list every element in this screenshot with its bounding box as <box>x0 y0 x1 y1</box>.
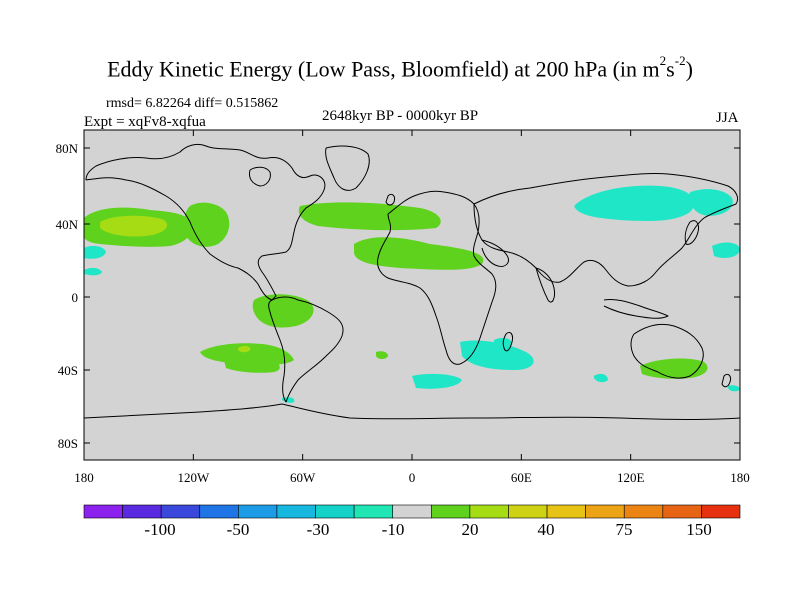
colorbar-segment <box>83 504 123 519</box>
antarctica <box>84 403 740 420</box>
colorbar-segment <box>701 504 741 519</box>
colorbar-label: 20 <box>462 520 479 539</box>
colorbar-segment <box>276 504 316 519</box>
colorbar-segment <box>238 504 278 519</box>
longitude-ticks: 180 120W 60W 0 60E 120E 180 <box>74 130 750 485</box>
latitude-ticks: 80N 40N 0 40S 80S <box>56 141 740 451</box>
colorbar-segment <box>430 504 471 519</box>
colorbar-segment <box>623 504 664 519</box>
colorbar-segment <box>122 504 162 519</box>
arabia <box>481 239 509 267</box>
colorbar-segment <box>662 504 702 519</box>
new-zealand <box>721 373 731 388</box>
strong-positive-regions <box>100 215 251 353</box>
colorbar-segment <box>469 504 509 519</box>
map-background <box>84 130 740 460</box>
stats-text: rmsd= 6.82264 diff= 0.515862 <box>106 96 279 111</box>
lon-label: 60E <box>511 470 532 485</box>
colorbar-label: 40 <box>538 520 555 539</box>
coastlines <box>84 143 740 420</box>
colorbar-labels: -100 -50 -30 -10 20 40 75 150 <box>144 520 711 539</box>
madagascar <box>502 331 513 352</box>
lon-label: 180 <box>730 470 750 485</box>
lon-label: 60W <box>290 470 316 485</box>
pos-subtropical-atlantic <box>354 237 484 270</box>
japan <box>684 220 699 245</box>
colorbar-segment <box>160 504 201 519</box>
australia <box>630 323 704 379</box>
india <box>535 267 555 303</box>
colorbar-label: -10 <box>382 520 405 539</box>
colorbar-segment <box>508 504 548 519</box>
negative-anomaly-regions <box>84 185 740 403</box>
pos-north-america <box>183 202 230 247</box>
colorbar <box>83 504 741 519</box>
colorbar-segment <box>353 504 394 519</box>
period-label: 2648kyr BP - 0000kyr BP <box>322 108 479 124</box>
neg-north-pacific-west <box>574 185 695 222</box>
anomaly-shading <box>84 143 740 420</box>
neg-south-small <box>594 373 608 383</box>
experiment-label: Expt = xqFv8-xqfua <box>84 114 206 130</box>
greenland <box>325 145 370 191</box>
lat-label: 40N <box>56 217 79 232</box>
south-america-coast <box>268 296 344 403</box>
lat-label: 80N <box>56 141 79 156</box>
lon-label: 120E <box>617 470 645 485</box>
plot-title: Eddy Kinetic Energy (Low Pass, Bloomfiel… <box>107 53 693 82</box>
british-isles <box>385 193 395 206</box>
neg-se-edge <box>728 385 740 392</box>
colorbar-label: 75 <box>616 520 633 539</box>
lat-label: 80S <box>58 436 78 451</box>
strong-pos-small-pacific <box>132 223 152 234</box>
lon-label: 120W <box>177 470 210 485</box>
colorbar-label: -30 <box>307 520 330 539</box>
colorbar-segment <box>546 504 586 519</box>
neg-south-atlantic-africa <box>460 340 534 370</box>
strong-pos-south <box>238 345 251 353</box>
asia-coast <box>473 172 739 287</box>
lon-label: 180 <box>74 470 94 485</box>
north-america-coast <box>85 143 326 301</box>
colorbar-label: -100 <box>144 520 175 539</box>
colorbar-label: 150 <box>686 520 712 539</box>
colorbar-segment <box>199 504 239 519</box>
pos-southeast-pacific <box>224 353 280 373</box>
neg-south-indian <box>412 373 462 389</box>
pos-east-pacific <box>252 294 314 328</box>
colorbar-segment <box>392 504 432 519</box>
season-label: JJA <box>716 110 739 126</box>
pos-small-atlantic <box>376 351 388 359</box>
neg-west-edge <box>84 245 106 259</box>
europe-africa-coast <box>377 190 497 365</box>
lat-label: 40S <box>58 363 78 378</box>
indonesia <box>603 299 669 319</box>
neg-west-edge-2 <box>84 267 102 276</box>
colorbar-segment <box>585 504 625 519</box>
colorbar-label: -50 <box>227 520 250 539</box>
neg-east-edge <box>712 242 740 258</box>
hudson-bay <box>249 166 271 187</box>
colorbar-segment <box>315 504 355 519</box>
lat-label: 0 <box>72 290 79 305</box>
pos-north-atlantic <box>298 202 441 231</box>
lon-label: 0 <box>409 470 416 485</box>
pos-australia <box>640 358 708 379</box>
